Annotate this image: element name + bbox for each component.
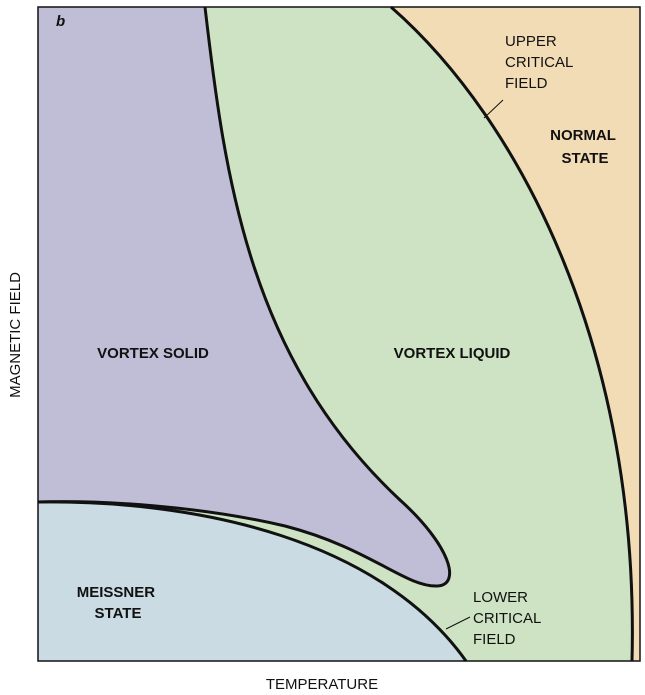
- label-line: CRITICAL: [505, 54, 573, 71]
- lower-leader: [445, 616, 471, 630]
- vortex-solid-label: VORTEX SOLID: [97, 345, 209, 362]
- x-axis-label: TEMPERATURE: [266, 676, 378, 693]
- vortex-solid-region: [38, 7, 450, 587]
- panel-label: b: [56, 13, 65, 30]
- upper-label: UPPER CRITICAL FIELD: [505, 33, 577, 92]
- label-line: CRITICAL: [473, 610, 541, 627]
- normal-label: NORMAL STATE: [550, 127, 620, 167]
- upper-leader: [483, 99, 504, 119]
- meissner-label: MEISSNER STATE: [77, 584, 160, 622]
- meissner-region: [38, 501, 466, 661]
- label-line: FIELD: [505, 75, 548, 92]
- y-axis-label: MAGNETIC FIELD: [7, 272, 24, 398]
- label-line: LOWER: [473, 589, 528, 606]
- vortex-liquid-label: VORTEX LIQUID: [394, 345, 511, 362]
- label-line: MEISSNER: [77, 584, 156, 601]
- label-line: NORMAL: [550, 127, 616, 144]
- label-line: UPPER: [505, 33, 557, 50]
- normal-region: [391, 7, 640, 661]
- lower-critical-line: [37, 500, 468, 662]
- label-line: STATE: [95, 605, 142, 622]
- label-line: FIELD: [473, 631, 516, 648]
- label-line: STATE: [562, 150, 609, 167]
- melting-line: [37, 6, 452, 588]
- lower-label: LOWER CRITICAL FIELD: [473, 589, 545, 648]
- upper-critical-line: [390, 5, 634, 662]
- frame: [37, 6, 641, 662]
